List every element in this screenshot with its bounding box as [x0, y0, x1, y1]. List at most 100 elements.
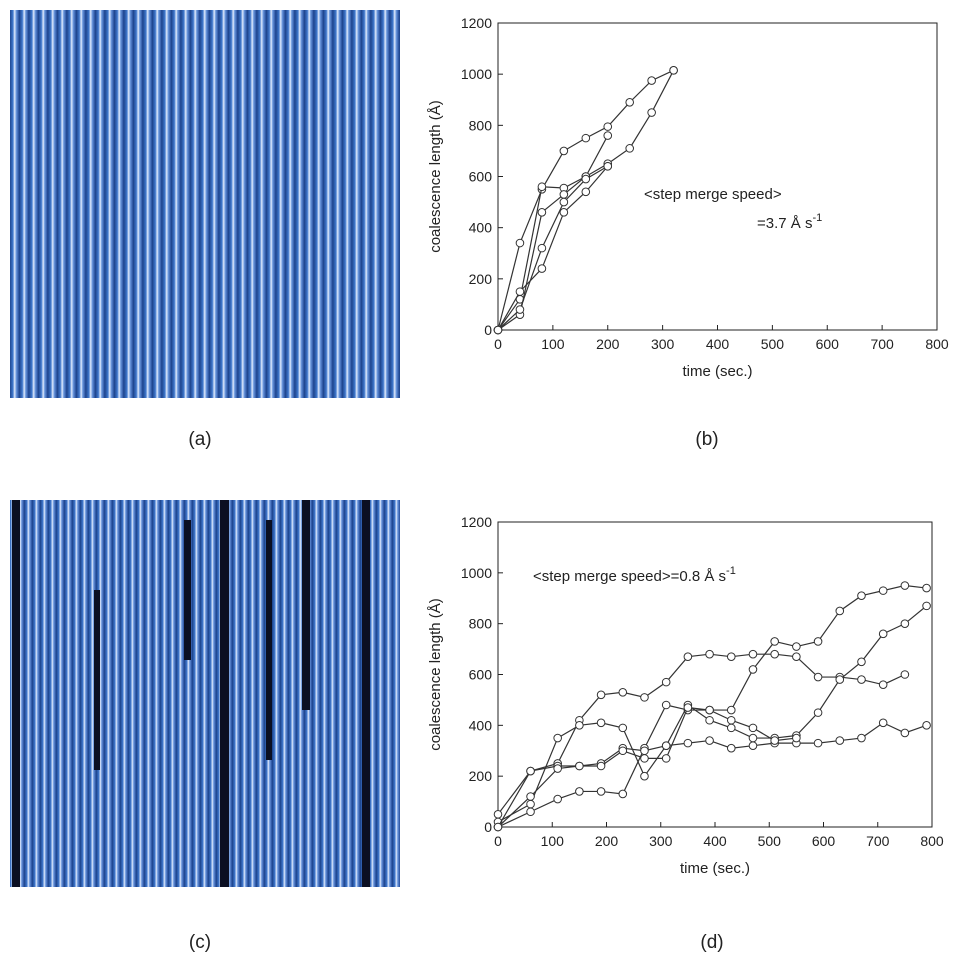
y-tick-label: 1000	[461, 565, 492, 581]
x-tick-label: 500	[761, 336, 785, 352]
data-point	[770, 637, 779, 646]
data-point	[900, 619, 910, 628]
data-point	[640, 771, 649, 781]
x-tick-label: 300	[649, 833, 673, 849]
data-point	[618, 789, 628, 799]
panel-label: (b)	[695, 429, 718, 450]
data-point	[625, 98, 635, 107]
data-point	[705, 705, 714, 715]
x-axis-label: time (sec.)	[682, 363, 752, 380]
data-point	[537, 208, 547, 217]
data-point	[878, 629, 888, 639]
data-point	[493, 822, 503, 832]
data-point	[748, 723, 758, 733]
data-point	[515, 238, 525, 248]
x-tick-label: 700	[866, 833, 890, 849]
data-point	[581, 187, 591, 197]
data-point	[792, 652, 801, 662]
data-point	[726, 705, 736, 715]
data-point	[640, 746, 649, 756]
data-point	[603, 122, 613, 131]
data-point	[618, 723, 628, 733]
data-point	[669, 66, 678, 75]
data-point	[625, 144, 635, 153]
data-point	[748, 665, 758, 674]
data-point	[618, 746, 628, 756]
data-point	[705, 736, 714, 745]
data-point	[581, 174, 591, 184]
x-axis-label: time (sec.)	[680, 860, 750, 877]
panel-label: (d)	[700, 932, 723, 953]
annotation-text: =3.7 Å s	[757, 215, 812, 232]
data-point	[596, 761, 606, 771]
data-point	[813, 738, 823, 748]
data-point	[559, 197, 569, 207]
data-point	[559, 208, 569, 217]
data-point	[647, 108, 656, 117]
data-point	[683, 652, 693, 662]
y-tick-label: 0	[484, 819, 492, 835]
data-point	[596, 787, 606, 796]
x-tick-label: 800	[920, 833, 944, 849]
annotation-text: <step merge speed>=0.8 Å s	[533, 568, 726, 585]
data-point	[748, 649, 758, 659]
data-point	[813, 637, 823, 646]
data-point	[813, 672, 823, 682]
series-line	[497, 165, 609, 331]
data-point	[726, 715, 736, 725]
data-point	[835, 606, 845, 616]
y-axis-label: coalescence length (Å)	[427, 100, 444, 253]
data-point	[526, 792, 535, 801]
data-point	[748, 741, 758, 750]
data-point	[683, 738, 693, 748]
annotation-superscript: -1	[812, 212, 822, 224]
data-point	[705, 649, 714, 659]
data-point	[770, 649, 779, 659]
x-tick-label: 100	[541, 833, 565, 849]
data-point	[537, 182, 547, 192]
series-line	[497, 584, 927, 828]
data-point	[857, 591, 866, 601]
data-point	[661, 700, 671, 710]
data-point	[857, 733, 866, 743]
y-tick-label: 800	[469, 117, 493, 133]
y-axis-label: coalescence length (Å)	[427, 598, 444, 751]
data-point	[792, 642, 801, 651]
data-point	[835, 736, 845, 745]
series-line	[497, 605, 927, 823]
data-point	[647, 76, 656, 85]
data-point	[493, 809, 503, 819]
data-point	[603, 161, 613, 171]
data-point	[835, 675, 845, 684]
y-tick-label: 1200	[461, 15, 492, 31]
afm-image-a	[10, 10, 400, 398]
data-point	[515, 305, 525, 314]
data-point	[537, 264, 547, 273]
plot-frame	[497, 22, 938, 331]
x-tick-label: 200	[595, 833, 619, 849]
x-tick-label: 600	[812, 833, 836, 849]
data-point	[748, 733, 758, 743]
data-point	[661, 754, 671, 763]
data-point	[596, 718, 606, 728]
data-point	[661, 677, 671, 687]
x-tick-label: 0	[494, 336, 502, 352]
series-line	[497, 165, 609, 331]
y-tick-label: 1000	[461, 66, 492, 82]
x-tick-label: 800	[925, 336, 949, 352]
y-tick-label: 400	[469, 220, 493, 236]
data-point	[603, 131, 613, 140]
annotation: <step merge speed>	[644, 186, 782, 203]
data-point	[537, 243, 547, 253]
y-tick-label: 0	[484, 322, 492, 338]
data-point	[878, 680, 888, 689]
data-point	[581, 133, 591, 143]
data-point	[526, 799, 535, 809]
x-tick-label: 400	[703, 833, 727, 849]
data-point	[900, 728, 910, 738]
data-point	[553, 733, 562, 743]
data-point	[878, 718, 888, 728]
data-point	[559, 146, 569, 156]
y-tick-label: 1200	[461, 514, 492, 530]
